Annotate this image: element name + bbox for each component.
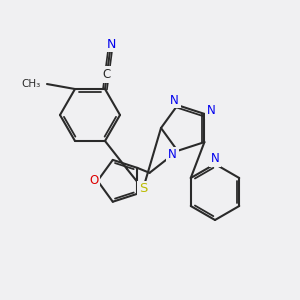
Text: S: S (139, 182, 147, 196)
Text: O: O (89, 174, 98, 187)
Text: N: N (170, 94, 179, 107)
Text: CH₃: CH₃ (22, 79, 41, 89)
Text: N: N (106, 38, 116, 50)
Text: C: C (103, 68, 111, 81)
Text: N: N (211, 152, 219, 166)
Text: N: N (207, 104, 216, 117)
Text: N: N (168, 148, 177, 161)
